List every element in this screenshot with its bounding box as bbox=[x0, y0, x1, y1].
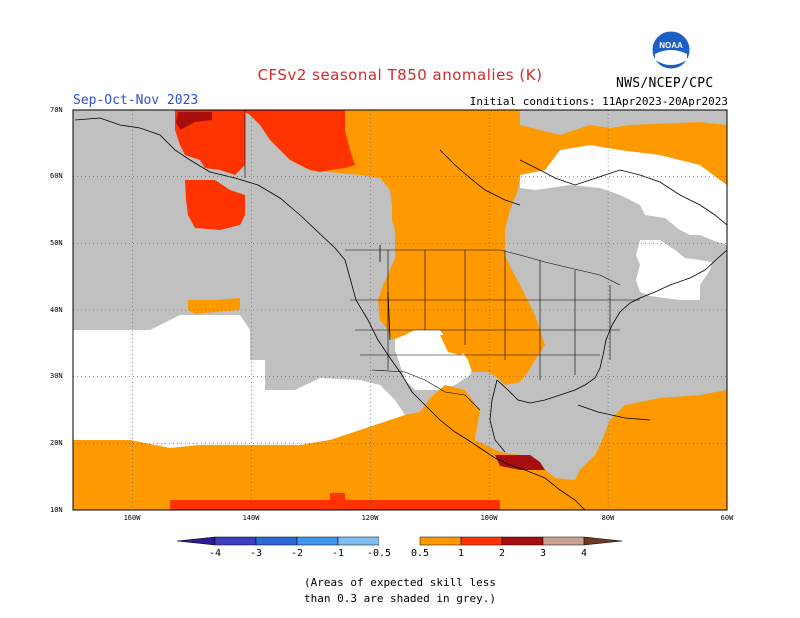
colorbar-label: 1 bbox=[457, 548, 465, 559]
colorbar-lt-neg4 bbox=[176, 536, 216, 546]
map-frame bbox=[72, 109, 728, 511]
skill-note: (Areas of expected skill less than 0.3 a… bbox=[0, 575, 800, 607]
agency-label: NWS/NCEP/CPC bbox=[616, 76, 714, 91]
lat-label-70n: 70N bbox=[50, 106, 63, 114]
graticule bbox=[73, 110, 727, 510]
lon-label-140w: 140W bbox=[242, 514, 260, 522]
lon-label-120w: 120W bbox=[361, 514, 379, 522]
warm-anomaly-2-3 bbox=[176, 112, 545, 470]
map-title: CFSv2 seasonal T850 anomalies (K) bbox=[257, 66, 543, 84]
skill-note-line-2: than 0.3 are shaded in grey.) bbox=[303, 592, 497, 605]
colorbar-neg2-neg1 bbox=[296, 536, 339, 546]
colorbar-neutral bbox=[379, 537, 420, 545]
colorbar-2-3 bbox=[501, 536, 544, 546]
colorbar-neg1-neg05 bbox=[337, 536, 380, 546]
colorbar-label: 3 bbox=[539, 548, 547, 559]
colorbar-05-1 bbox=[419, 536, 462, 546]
colorbar-label: -1 bbox=[331, 548, 345, 559]
lon-label-60w: 60W bbox=[720, 514, 734, 522]
warm-anomaly-1-2 bbox=[170, 110, 500, 510]
lat-label-40n: 40N bbox=[50, 306, 63, 314]
lat-label-20n: 20N bbox=[50, 439, 63, 447]
colorbar-label: -4 bbox=[208, 548, 222, 559]
lon-label-80w: 80W bbox=[601, 514, 615, 522]
colorbar-1-2 bbox=[460, 536, 503, 546]
lat-label-10n: 10N bbox=[50, 506, 63, 514]
lat-label-50n: 50N bbox=[50, 239, 63, 247]
initial-conditions: Initial conditions: 11Apr2023-20Apr2023 bbox=[469, 95, 728, 108]
colorbar-3-4 bbox=[542, 536, 585, 546]
colorbar-label: -3 bbox=[249, 548, 263, 559]
colorbar-neg4-neg3 bbox=[214, 536, 257, 546]
lon-label-100w: 100W bbox=[480, 514, 498, 522]
colorbar-label: 0.5 bbox=[410, 548, 430, 559]
political-borders bbox=[244, 110, 640, 411]
warm-anomaly-0.5-1 bbox=[73, 110, 727, 510]
lat-label-30n: 30N bbox=[50, 372, 63, 380]
noaa-logo: NOAA bbox=[651, 30, 691, 70]
colorbar-label: -2 bbox=[290, 548, 304, 559]
neutral-anomaly-regions bbox=[73, 145, 727, 448]
skill-note-line-1: (Areas of expected skill less bbox=[303, 576, 497, 589]
lat-label-60n: 60N bbox=[50, 172, 63, 180]
colorbar bbox=[176, 536, 623, 546]
season-label: Sep-Oct-Nov 2023 bbox=[73, 93, 199, 108]
colorbar-neg3-neg2 bbox=[255, 536, 298, 546]
colorbar-label: -0.5 bbox=[366, 548, 392, 559]
colorbar-label: 2 bbox=[498, 548, 506, 559]
colorbar-label: 4 bbox=[580, 548, 588, 559]
noaa-logo-text: NOAA bbox=[659, 41, 683, 50]
colorbar-gt-4 bbox=[583, 536, 623, 546]
lon-label-160w: 160W bbox=[123, 514, 141, 522]
